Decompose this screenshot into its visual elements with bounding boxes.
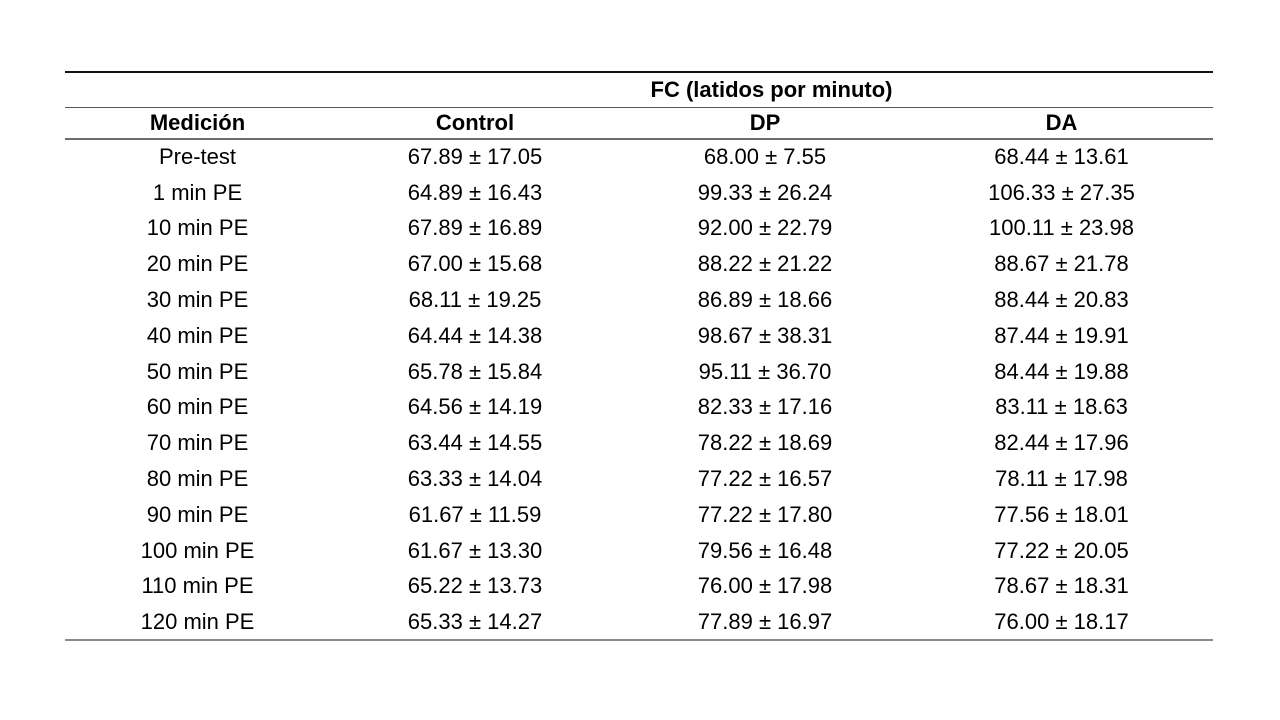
column-header-dp: DP: [620, 107, 910, 140]
table-row: 30 min PE 68.11 ± 19.25 86.89 ± 18.66 88…: [65, 282, 1213, 318]
measurement-label: 90 min PE: [146, 501, 249, 527]
da-value: 106.33 ± 27.35: [988, 179, 1135, 205]
dp-value: 78.22 ± 18.69: [697, 430, 833, 456]
dp-value: 79.56 ± 16.48: [697, 537, 833, 563]
measurement-label: 30 min PE: [146, 287, 249, 313]
da-value: 100.11 ± 23.98: [988, 215, 1134, 241]
control-value: 61.67 ± 13.30: [407, 537, 543, 563]
measurement-label: 110 min PE: [141, 573, 254, 599]
control-value: 65.78 ± 15.84: [407, 358, 543, 384]
table-row: 120 min PE 65.33 ± 14.27 77.89 ± 16.97 7…: [65, 604, 1213, 642]
control-value: 65.22 ± 13.73: [407, 573, 543, 599]
control-value: 64.44 ± 14.38: [407, 322, 543, 348]
dp-value: 68.00 ± 7.55: [703, 144, 827, 170]
control-value: 64.56 ± 14.19: [407, 394, 543, 420]
table-row: 100 min PE 61.67 ± 13.30 79.56 ± 16.48 7…: [65, 533, 1213, 569]
table-row: 1 min PE 64.89 ± 16.43 99.33 ± 26.24 106…: [65, 175, 1213, 211]
table-row: 40 min PE 64.44 ± 14.38 98.67 ± 38.31 87…: [65, 318, 1213, 354]
da-value: 78.67 ± 18.31: [994, 573, 1129, 599]
column-header-da: DA: [910, 107, 1213, 140]
control-value: 64.89 ± 16.43: [407, 179, 543, 205]
table-row: 10 min PE 67.89 ± 16.89 92.00 ± 22.79 10…: [65, 211, 1213, 247]
da-value: 87.44 ± 19.91: [994, 322, 1129, 348]
dp-value: 86.89 ± 18.66: [697, 287, 833, 313]
column-header-row: Medición Control DP DA: [65, 107, 1213, 140]
da-value: 84.44 ± 19.88: [994, 358, 1129, 384]
span-header-empty-cell: [65, 71, 330, 108]
table-row: 70 min PE 63.44 ± 14.55 78.22 ± 18.69 82…: [65, 425, 1213, 461]
dp-value: 98.67 ± 38.31: [697, 322, 833, 348]
measurement-label: 80 min PE: [146, 466, 249, 492]
measurement-label: 120 min PE: [65, 604, 330, 642]
measurement-label: 70 min PE: [146, 430, 249, 456]
measurement-label: 20 min PE: [146, 251, 249, 277]
measurement-label: 60 min PE: [146, 394, 249, 420]
control-value: 61.67 ± 11.59: [408, 501, 542, 527]
table-row: 60 min PE 64.56 ± 14.19 82.33 ± 17.16 83…: [65, 390, 1213, 426]
da-value: 77.22 ± 20.05: [994, 537, 1129, 563]
da-value: 83.11 ± 18.63: [995, 394, 1128, 420]
measurement-label: 10 min PE: [146, 215, 249, 241]
dp-value: 77.22 ± 16.57: [697, 466, 833, 492]
dp-value: 95.11 ± 36.70: [698, 358, 832, 384]
column-header-control: Control: [330, 107, 620, 140]
measurement-label: Pre-test: [158, 144, 237, 170]
da-value: 77.56 ± 18.01: [994, 501, 1129, 527]
dp-value: 76.00 ± 17.98: [697, 573, 833, 599]
table-row: 110 min PE 65.22 ± 13.73 76.00 ± 17.98 7…: [65, 569, 1213, 605]
da-value: 82.44 ± 17.96: [994, 430, 1129, 456]
da-value: 88.67 ± 21.78: [994, 251, 1129, 277]
control-value: 63.33 ± 14.04: [407, 466, 543, 492]
dp-value: 99.33 ± 26.24: [697, 179, 833, 205]
fc-table: FC (latidos por minuto) Medición Control…: [65, 71, 1213, 642]
table-row: 90 min PE 61.67 ± 11.59 77.22 ± 17.80 77…: [65, 497, 1213, 533]
measurement-label: 1 min PE: [152, 179, 243, 205]
table-row: 80 min PE 63.33 ± 14.04 77.22 ± 16.57 78…: [65, 461, 1213, 497]
da-value: 68.44 ± 13.61: [994, 144, 1129, 170]
dp-value: 92.00 ± 22.79: [697, 215, 833, 241]
measurement-label: 40 min PE: [146, 322, 249, 348]
dp-value: 77.22 ± 17.80: [697, 501, 833, 527]
table-body: Pre-test 67.89 ± 17.05 68.00 ± 7.55 68.4…: [65, 139, 1213, 642]
da-value: 76.00 ± 18.17: [910, 604, 1213, 642]
dp-value: 82.33 ± 17.16: [697, 394, 833, 420]
control-value: 67.89 ± 17.05: [407, 144, 543, 170]
da-value: 78.11 ± 17.98: [995, 466, 1128, 492]
measurement-label: 50 min PE: [146, 358, 249, 384]
control-value: 65.33 ± 14.27: [330, 604, 620, 642]
control-value: 67.00 ± 15.68: [407, 251, 543, 277]
control-value: 67.89 ± 16.89: [407, 215, 543, 241]
span-header-label: FC (latidos por minuto): [330, 71, 1213, 108]
fc-table-container: FC (latidos por minuto) Medición Control…: [65, 71, 1213, 642]
table-row: 50 min PE 65.78 ± 15.84 95.11 ± 36.70 84…: [65, 354, 1213, 390]
table-header: FC (latidos por minuto) Medición Control…: [65, 71, 1213, 140]
table-row: 20 min PE 67.00 ± 15.68 88.22 ± 21.22 88…: [65, 246, 1213, 282]
measurement-label: 100 min PE: [140, 537, 255, 563]
table-row: Pre-test 67.89 ± 17.05 68.00 ± 7.55 68.4…: [65, 139, 1213, 175]
control-value: 68.11 ± 19.25: [408, 287, 542, 313]
da-value: 88.44 ± 20.83: [994, 287, 1129, 313]
dp-value: 77.89 ± 16.97: [620, 604, 910, 642]
dp-value: 88.22 ± 21.22: [697, 251, 833, 277]
control-value: 63.44 ± 14.55: [407, 430, 543, 456]
column-header-medicion: Medición: [65, 107, 330, 140]
span-header-row: FC (latidos por minuto): [65, 71, 1213, 108]
